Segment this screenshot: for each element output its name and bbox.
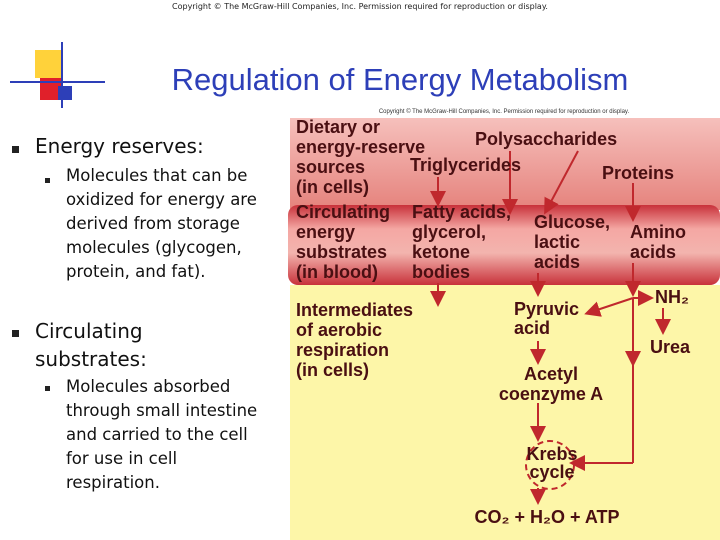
figure-copyright: Copyright © The McGraw-Hill Companies, I… — [379, 108, 630, 115]
node-label: NH₂ — [655, 287, 689, 307]
node-label: CO₂ + H₂O + ATP — [474, 507, 619, 527]
bullet — [45, 178, 50, 183]
node-label: Proteins — [602, 163, 674, 183]
bullet — [45, 386, 50, 391]
node-label: cycle — [529, 462, 574, 482]
region-label: Intermediates — [296, 300, 413, 320]
region-label: of aerobic — [296, 320, 382, 340]
node-label: Glucose, — [534, 212, 610, 232]
cell-region — [290, 118, 720, 210]
figure: Copyright © The McGraw-Hill Companies, I… — [288, 108, 720, 540]
node-label: Urea — [650, 337, 691, 357]
region-label: sources — [296, 157, 365, 177]
region-label: (in cells) — [296, 177, 369, 197]
node-label: acid — [514, 318, 550, 338]
region-label: substrates — [296, 242, 387, 262]
node-label: Triglycerides — [410, 155, 521, 175]
node-label: acids — [630, 242, 676, 262]
node-label: acids — [534, 252, 580, 272]
region-label: Dietary or — [296, 117, 380, 137]
node-label: Fatty acids, — [412, 202, 511, 222]
sub-bullet-text: Molecules that can be oxidized for energ… — [66, 166, 257, 281]
node-label: Pyruvic — [514, 299, 579, 319]
region-label: (in cells) — [296, 360, 369, 380]
region-label: (in blood) — [296, 262, 378, 282]
copyright: Copyright © The McGraw-Hill Companies, I… — [172, 2, 548, 11]
node-label: Acetyl — [524, 364, 578, 384]
node-label: Krebs — [526, 444, 577, 464]
region-label: Circulating — [296, 202, 390, 222]
node-label: Amino — [630, 222, 686, 242]
region-label: energy — [296, 222, 355, 242]
node-label: coenzyme A — [499, 384, 603, 404]
title: Regulation of Energy Metabolism — [171, 62, 629, 97]
bullet-text: Energy reserves: — [35, 134, 204, 158]
arrows — [430, 150, 671, 505]
node-label: glycerol, — [412, 222, 486, 242]
region-label: respiration — [296, 340, 389, 360]
node-label: lactic — [534, 232, 580, 252]
bullet — [12, 330, 19, 337]
blood-vessel — [288, 205, 720, 285]
node-label: ketone — [412, 242, 470, 262]
krebs-cycle-ring — [525, 440, 575, 490]
sub-bullet-text: Molecules absorbed through small intesti… — [66, 377, 258, 492]
node-label: Polysaccharides — [475, 129, 617, 149]
title-decoration — [10, 42, 105, 108]
node-label: bodies — [412, 262, 470, 282]
bullet-text: Circulating substrates: — [35, 319, 147, 371]
bullet — [12, 146, 19, 153]
cell-region — [290, 285, 720, 540]
region-label: energy-reserve — [296, 137, 425, 157]
